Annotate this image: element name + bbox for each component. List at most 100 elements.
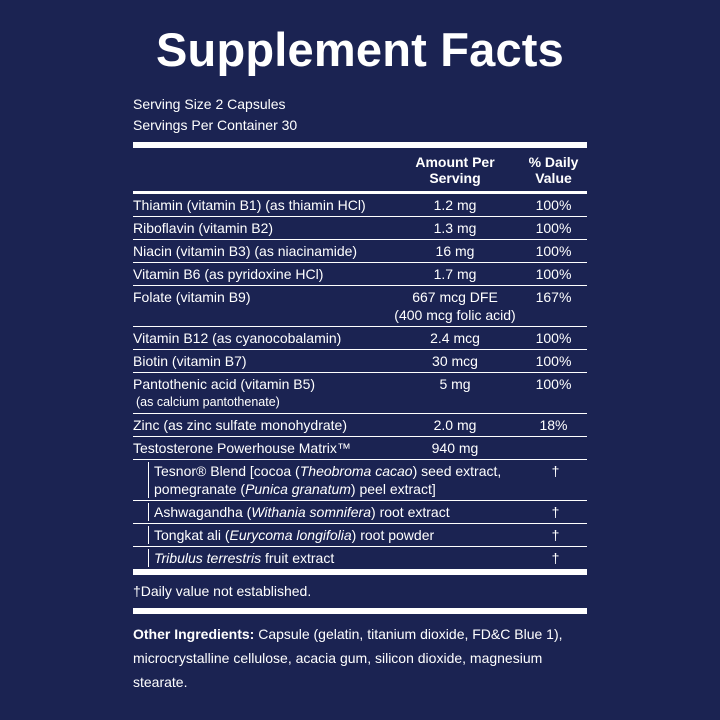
daily-value-cell: 100%: [520, 352, 587, 370]
amount-cell: 1.3 mg: [390, 219, 520, 237]
divider: [133, 142, 587, 148]
servings-per-container: Servings Per Container 30: [133, 117, 298, 133]
amount: 2.0 mg: [433, 417, 477, 433]
daily-value-cell: †: [524, 549, 587, 567]
daily-value: †: [551, 504, 560, 520]
nutrient-name-cell: Riboflavin (vitamin B2): [133, 219, 390, 237]
footnote: †Daily value not established.: [133, 583, 312, 599]
daily-value: 100%: [535, 353, 572, 369]
nutrient-name-cell: Tongkat ali (Eurycoma longifolia) root p…: [148, 526, 524, 544]
nutrient-row: Tribulus terrestris fruit extract †: [133, 547, 587, 569]
nutrient-name-cell: Ashwagandha (Withania somnifera) root ex…: [148, 503, 524, 521]
amount-cell: 16 mg: [390, 242, 520, 260]
nutrient-row: Testosterone Powerhouse Matrix™ 940 mg: [133, 437, 587, 460]
nutrient-name-part: Ashwagandha (: [154, 504, 252, 520]
other-ingredients: Other Ingredients: Capsule (gelatin, tit…: [133, 614, 587, 694]
amount: 2.4 mcg: [430, 330, 480, 346]
other-ingredients-label: Other Ingredients:: [133, 626, 255, 642]
daily-value: 100%: [535, 266, 572, 282]
daily-value-cell: 100%: [520, 375, 587, 411]
nutrient-name-cell: Vitamin B6 (as pyridoxine HCl): [133, 265, 390, 283]
nutrient-row: Niacin (vitamin B3) (as niacinamide) 16 m…: [133, 240, 587, 263]
nutrient-name-part: Tongkat ali (: [154, 527, 230, 543]
nutrient-name-part: ) seed extract, pomegranate (: [154, 463, 502, 497]
nutrient-name-part: Eurycoma longifolia: [229, 527, 352, 543]
amount-cell: 940 mg: [390, 439, 520, 457]
daily-value-cell: 100%: [520, 219, 587, 237]
nutrient-name: Testosterone Powerhouse Matrix™: [133, 440, 351, 456]
daily-value: 100%: [535, 330, 572, 346]
nutrient-name: Riboflavin (vitamin B2): [133, 220, 274, 236]
nutrient-name-part: fruit extract: [261, 550, 335, 566]
divider: [133, 608, 587, 614]
other-ingredients-text: Capsule (gelatin, titanium dioxide, FD&C…: [133, 626, 563, 690]
daily-value: 100%: [535, 243, 572, 259]
amount-cell: 1.7 mg: [390, 265, 520, 283]
nutrient-table: Thiamin (vitamin B1) (as thiamin HCl) 1.2…: [133, 194, 587, 569]
daily-value-cell: 100%: [520, 329, 587, 347]
nutrient-name-part: Withania somnifera: [251, 504, 372, 520]
table-header: Amount Per Serving % Daily Value: [133, 148, 587, 191]
amount: 5 mg: [439, 376, 471, 392]
amount: 16 mg: [435, 243, 475, 259]
daily-value-cell: 100%: [520, 196, 587, 214]
daily-value: †: [551, 550, 560, 566]
amount: 1.7 mg: [433, 266, 477, 282]
nutrient-name-note: (as calcium pantothenate): [136, 395, 280, 409]
amount-cell: 5 mg: [390, 375, 520, 411]
nutrient-name: Thiamin (vitamin B1) (as thiamin HCl): [133, 197, 366, 213]
serving-size: Serving Size 2 Capsules: [133, 96, 286, 112]
daily-value-cell: 18%: [520, 416, 587, 434]
daily-value: †: [551, 527, 560, 543]
nutrient-row: Biotin (vitamin B7) 30 mcg 100%: [133, 350, 587, 373]
nutrient-name-part: Tesnor® Blend [cocoa (: [154, 463, 300, 479]
nutrient-name: Vitamin B12 (as cyanocobalamin): [133, 330, 342, 346]
nutrient-name-part: ) root extract: [371, 504, 450, 520]
divider: [133, 569, 587, 575]
daily-value-cell: 100%: [520, 265, 587, 283]
nutrient-name-part: ) peel extract]: [350, 481, 436, 497]
nutrient-name-cell: Tribulus terrestris fruit extract: [148, 549, 524, 567]
daily-value: 100%: [535, 197, 572, 213]
title: Supplement Facts: [155, 23, 564, 76]
facts-panel: Supplement Facts Serving Size 2 Capsules…: [133, 20, 587, 694]
nutrient-name-part: Punica granatum: [245, 481, 351, 497]
amount-cell: 2.0 mg: [390, 416, 520, 434]
daily-value-cell: 167%: [520, 288, 587, 324]
nutrient-name-cell: Testosterone Powerhouse Matrix™: [133, 439, 390, 457]
divider: [133, 191, 587, 194]
amount-cell: 30 mcg: [390, 352, 520, 370]
amount: 1.3 mg: [433, 220, 477, 236]
nutrient-row: Folate (vitamin B9) 667 mcg DFE (400 mcg f…: [133, 286, 587, 327]
nutrient-name: Niacin (vitamin B3) (as niacinamide): [133, 243, 358, 259]
nutrient-name-cell: Biotin (vitamin B7): [133, 352, 390, 370]
daily-value: 18%: [539, 417, 568, 433]
amount-cell: 2.4 mcg: [390, 329, 520, 347]
daily-value: 167%: [535, 289, 572, 305]
amount: 940 mg: [431, 440, 479, 456]
nutrient-row: Tongkat ali (Eurycoma longifolia) root p…: [133, 524, 587, 547]
nutrient-name-part: Theobroma cacao: [299, 463, 413, 479]
daily-value: †: [551, 463, 560, 479]
nutrient-name: Pantothenic acid (vitamin B5): [133, 376, 316, 392]
amount: 1.2 mg: [433, 197, 477, 213]
amount-cell: 667 mcg DFE (400 mcg folic acid): [390, 288, 520, 324]
nutrient-row: Ashwagandha (Withania somnifera) root ex…: [133, 501, 587, 524]
amount-note: (400 mcg folic acid): [394, 307, 516, 323]
nutrient-name-cell: Zinc (as zinc sulfate monohydrate): [133, 416, 390, 434]
nutrient-name-part: ) root powder: [351, 527, 435, 543]
nutrient-row: Tesnor® Blend [cocoa (Theobroma cacao) s…: [133, 460, 587, 501]
amount-header: Amount Per Serving: [415, 154, 495, 186]
nutrient-row: Pantothenic acid (vitamin B5) (as calcium…: [133, 373, 587, 414]
daily-value-cell: †: [524, 526, 587, 544]
nutrient-row: Vitamin B6 (as pyridoxine HCl) 1.7 mg 100%: [133, 263, 587, 286]
daily-value-cell: 100%: [520, 242, 587, 260]
nutrient-row: Zinc (as zinc sulfate monohydrate) 2.0 mg…: [133, 414, 587, 437]
daily-value-cell: †: [524, 503, 587, 521]
daily-value-cell: [520, 439, 587, 457]
daily-value: 100%: [535, 376, 572, 392]
daily-value-cell: †: [524, 462, 587, 498]
nutrient-name-part: Tribulus terrestris: [154, 550, 262, 566]
nutrient-row: Riboflavin (vitamin B2) 1.3 mg 100%: [133, 217, 587, 240]
